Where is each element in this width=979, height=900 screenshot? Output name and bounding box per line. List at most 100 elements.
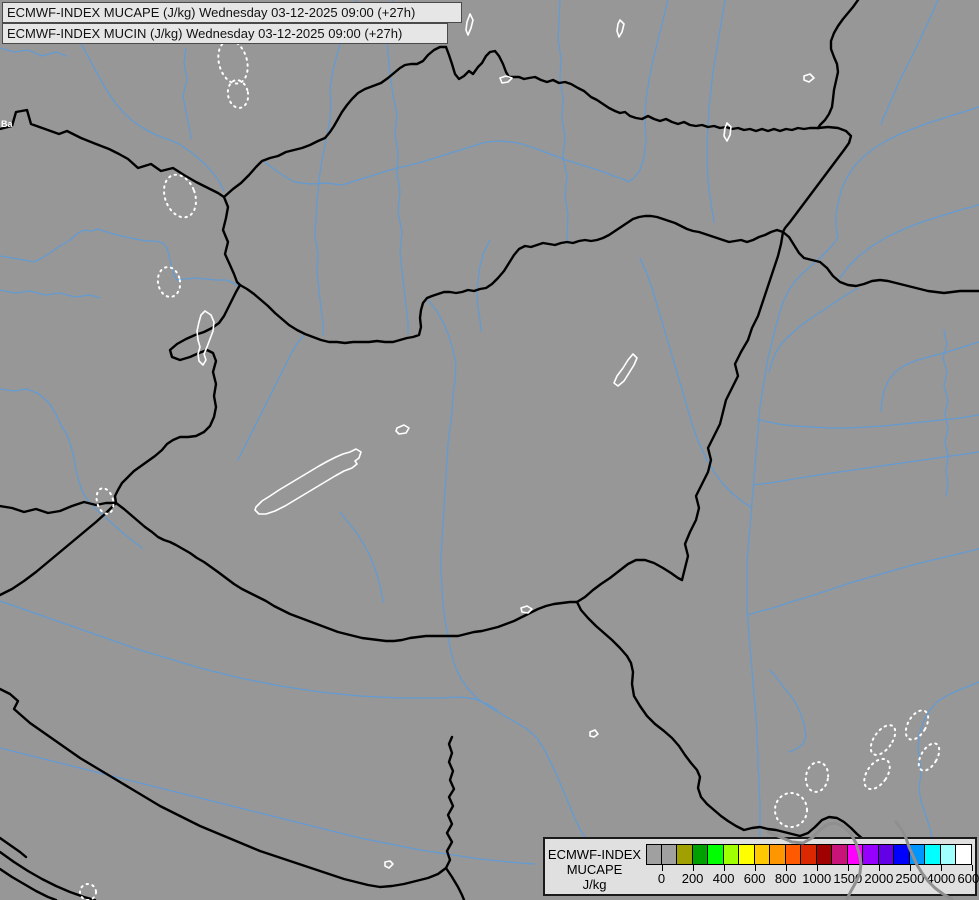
legend-swatch-7: [739, 844, 755, 865]
border-hu-rs: [575, 558, 684, 604]
title-text-mucin: ECMWF-INDEX MUCIN (J/kg) Wednesday 03-12…: [7, 26, 403, 41]
river-ne-3: [839, 204, 979, 279]
title-text-mucape: ECMWF-INDEX MUCAPE (J/kg) Wednesday 03-1…: [7, 5, 416, 20]
border-cz-sk: [222, 45, 448, 199]
border-at-sk: [221, 195, 242, 287]
lake-neusiedl: [196, 310, 215, 366]
legend-tick: [754, 865, 756, 871]
legend-swatch-18: [909, 844, 926, 865]
legend-tick: [692, 865, 694, 871]
dotted-lake-2: [226, 79, 250, 109]
legend-swatch-2: [661, 844, 678, 865]
river-tisza: [746, 237, 839, 838]
river-morava: [79, 41, 225, 192]
legend: ECMWF-INDEX MUCAPE J/kg 0 200 400 600 800 100…: [543, 837, 979, 896]
legend-swatch-11: [801, 844, 817, 865]
river-koros-2: [753, 451, 979, 486]
legend-swatch-1: [646, 844, 662, 865]
legend-tick-label: 1000: [802, 871, 832, 886]
legend-swatch-5: [708, 844, 724, 865]
lake-tisza: [613, 353, 638, 387]
river-maros: [747, 548, 979, 616]
legend-tick-label: 600: [743, 871, 766, 886]
dotted-lake-7: [774, 792, 808, 828]
dotted-lake-3: [163, 173, 197, 219]
river-raba: [237, 333, 306, 461]
river-sk-east: [706, 0, 726, 223]
dotted-lake-4: [156, 266, 182, 298]
legend-tick-label: 2500: [895, 871, 925, 886]
dotted-lake-12: [917, 742, 941, 772]
border-hr-rs: [575, 600, 865, 841]
river-se-1: [917, 681, 979, 838]
river-ipoly: [476, 239, 491, 332]
legend-tick-label: 400: [712, 871, 735, 886]
title-bar-mucape: ECMWF-INDEX MUCAPE (J/kg) Wednesday 03-1…: [2, 2, 462, 23]
border-hr-ba-2: [444, 866, 466, 900]
river-sio: [339, 511, 384, 603]
dotted-lake-10: [869, 724, 897, 756]
river-drava: [0, 600, 498, 711]
river-bodrog: [768, 287, 859, 373]
legend-swatch-3: [677, 844, 693, 865]
legend-unit: J/kg: [582, 877, 607, 892]
legend-swatch-19: [925, 844, 941, 865]
legend-swatch-20: [940, 844, 957, 865]
lake-sliver-2: [499, 75, 513, 84]
river-hron: [557, 0, 569, 244]
border-si-hr: [0, 501, 118, 597]
river-nitra: [386, 0, 409, 335]
dotted-lake-9: [863, 757, 891, 791]
river-east-wiggle: [880, 341, 979, 412]
border-hu-ro: [680, 230, 785, 582]
map-label-fragment: Ba: [1, 119, 13, 129]
title-bar-mucin: ECMWF-INDEX MUCIN (J/kg) Wednesday 03-12…: [2, 23, 448, 44]
legend-swatch-4: [692, 844, 709, 865]
dotted-lake-5: [95, 487, 115, 515]
legend-title: ECMWF-INDEX MUCAPE J/kg: [547, 847, 642, 892]
legend-swatch-17: [894, 844, 910, 865]
legend-tick: [723, 865, 725, 871]
lake-sliver-5: [803, 73, 815, 83]
border-sk-pl: [444, 45, 820, 133]
river-vah: [314, 0, 357, 336]
border-hr-ba: [0, 687, 456, 889]
dotted-lake-6: [79, 883, 97, 900]
legend-tick-label: 200: [681, 871, 704, 886]
river-morava-trib: [182, 47, 192, 140]
border-hu-hr: [114, 501, 579, 643]
dotted-lake-11: [904, 709, 930, 741]
legend-tick: [878, 865, 880, 871]
legend-swatch-14: [847, 844, 864, 865]
river-se-2: [769, 669, 807, 753]
lake-tiny-1: [520, 605, 533, 614]
legend-swatch-9: [770, 844, 786, 865]
legend-tick-label: 4000: [926, 871, 956, 886]
border-hu-ua-ro: [781, 230, 979, 295]
legend-tick-label: 1500: [833, 871, 863, 886]
dotted-lake-1: [217, 39, 249, 85]
legend-tick-label: 2000: [864, 871, 894, 886]
river-ne-2: [880, 0, 939, 125]
river-sava: [0, 747, 536, 865]
lake-balaton: [254, 448, 362, 515]
lake-velence: [395, 424, 410, 435]
legend-swatch-16: [878, 844, 895, 865]
river-w-short: [0, 289, 101, 299]
border-at-si: [0, 500, 118, 515]
legend-title-line2: MUCAPE: [566, 862, 623, 877]
legend-swatch-12: [816, 844, 833, 865]
dotted-lake-8: [804, 761, 830, 793]
lake-sliver-4: [723, 122, 732, 142]
border-hu-sk: [238, 214, 785, 345]
legend-tick-label: 6000: [957, 871, 979, 886]
river-olt: [942, 329, 949, 497]
legend-swatch-8: [754, 844, 771, 865]
border-sk-ua: [781, 125, 853, 234]
coastline-2: [0, 867, 58, 900]
river-zagyva: [639, 257, 753, 509]
river-danube-west: [0, 228, 241, 289]
legend-title-line1: ECMWF-INDEX: [547, 847, 642, 862]
